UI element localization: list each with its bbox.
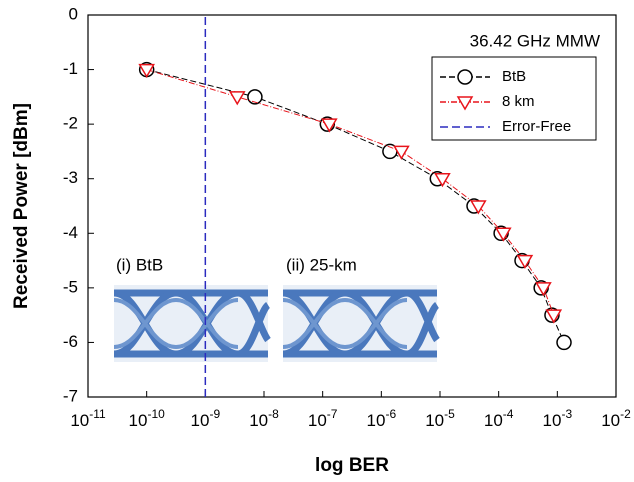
legend-label: 8 km [502,93,535,110]
eye-diagrams [114,285,437,362]
x-tick-label: 10-3 [543,407,573,430]
x-tick-label: 10-11 [70,407,106,430]
x-tick-label: 10-10 [129,407,166,430]
x-axis-label: log BER [315,455,389,476]
annotation: (i) BtB [116,255,163,274]
x-tick-label: 10-5 [425,407,455,430]
y-axis-label: Received Power [dBm] [11,103,32,309]
x-tick-label: 10-4 [484,407,514,430]
marker [557,335,571,349]
y-tick-label: -4 [63,223,78,242]
x-tick-label: 10-8 [249,407,279,430]
y-tick-label: -1 [63,59,78,78]
y-tick-label: -6 [63,332,78,351]
y-tick-label: -2 [63,114,78,133]
y-tick-label: -3 [63,168,78,187]
legend-label: Error-Free [502,118,571,135]
annotation: 36.42 GHz MMW [470,31,600,50]
y-tick-label: 0 [69,4,78,23]
x-tick-label: 10-2 [601,407,631,430]
marker [458,70,472,84]
y-tick-label: -5 [63,277,78,296]
chart: 36.42 GHz MMW (i) BtB (ii) 25-km log BER… [0,0,634,482]
y-tick-label: -7 [63,386,78,405]
x-tick-label: 10-6 [367,407,397,430]
annotation: (ii) 25-km [286,255,357,274]
x-tick-label: 10-7 [308,407,338,430]
legend-label: BtB [502,68,526,85]
x-tick-label: 10-9 [191,407,221,430]
